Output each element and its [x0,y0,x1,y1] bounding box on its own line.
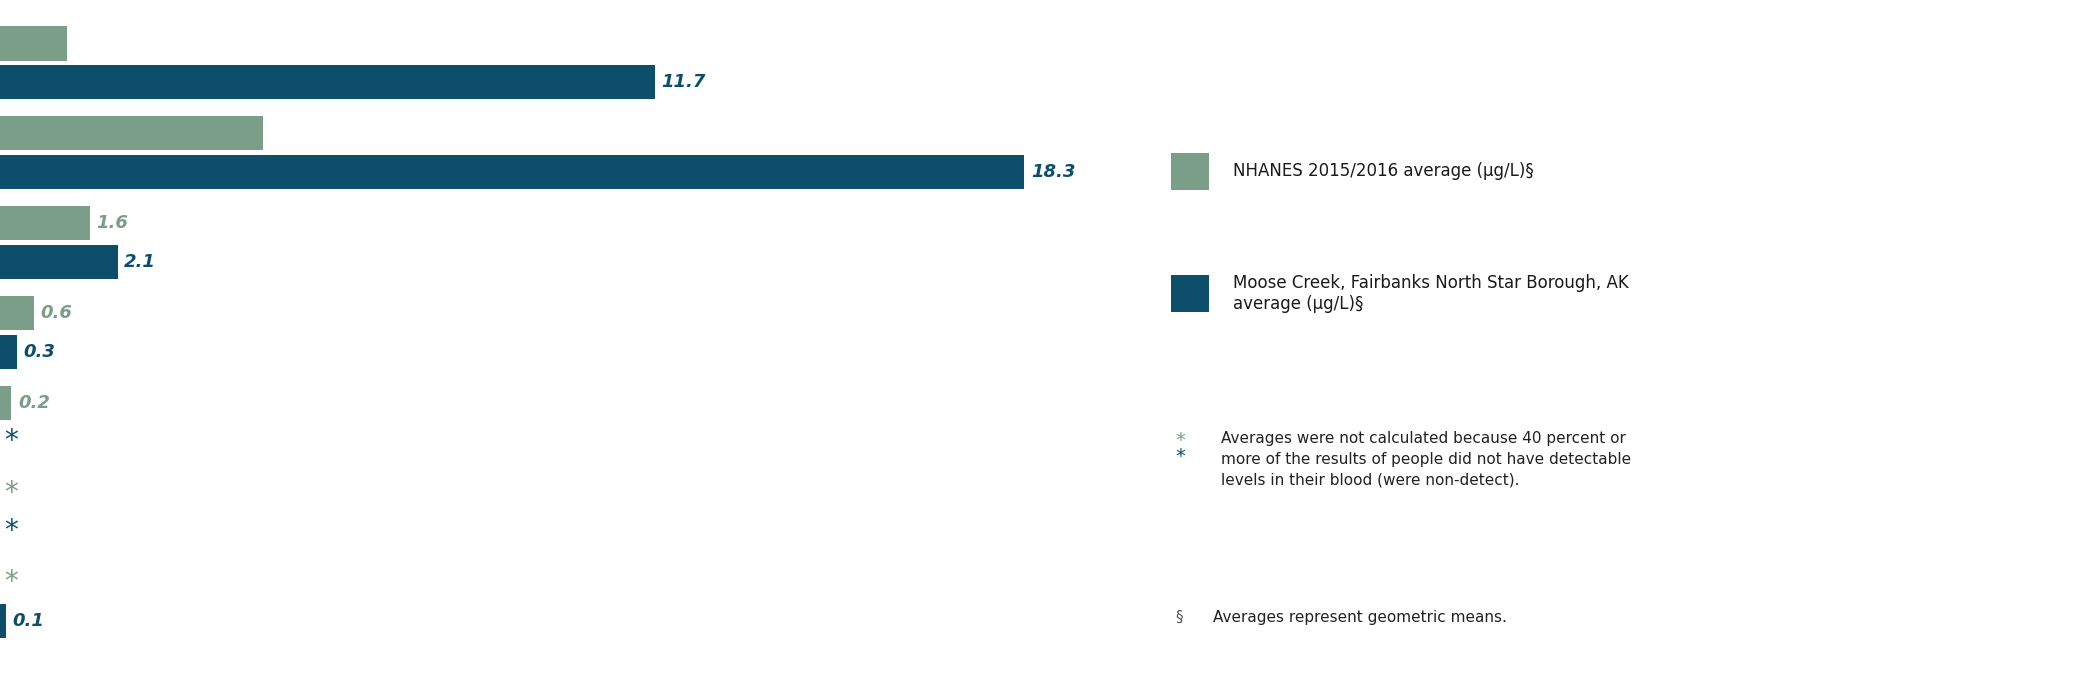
Bar [0,296,33,330]
Bar [0,334,17,369]
Text: 0.3: 0.3 [23,342,56,361]
Text: 1.6: 1.6 [95,214,129,232]
Bar [0,604,6,638]
Bar [0,117,263,151]
Bar [0,65,655,99]
Text: 18.3: 18.3 [1030,163,1076,181]
Text: 0.2: 0.2 [19,394,50,412]
Text: *: * [1175,447,1186,466]
Bar [0,155,1024,189]
Text: *: * [4,517,19,545]
Bar [0,206,89,240]
Text: 2.1: 2.1 [124,253,155,271]
Text: NHANES 2015/2016 average (μg/L)§: NHANES 2015/2016 average (μg/L)§ [1233,162,1534,180]
Text: §: § [1175,610,1184,625]
Bar [0,245,118,279]
Text: *: * [1175,431,1186,450]
Text: 11.7: 11.7 [661,73,707,91]
Text: Averages represent geometric means.: Averages represent geometric means. [1213,610,1507,625]
Text: Averages were not calculated because 40 percent or
more of the results of people: Averages were not calculated because 40 … [1221,431,1631,487]
Text: *: * [4,479,19,506]
Text: 0.1: 0.1 [12,612,44,630]
Text: *: * [4,568,19,597]
Text: 0.6: 0.6 [39,304,73,322]
Bar [0,26,66,60]
Text: *: * [4,427,19,456]
Text: Moose Creek, Fairbanks North Star Borough, AK
average (μg/L)§: Moose Creek, Fairbanks North Star Boroug… [1233,274,1629,313]
Bar [0,386,10,420]
